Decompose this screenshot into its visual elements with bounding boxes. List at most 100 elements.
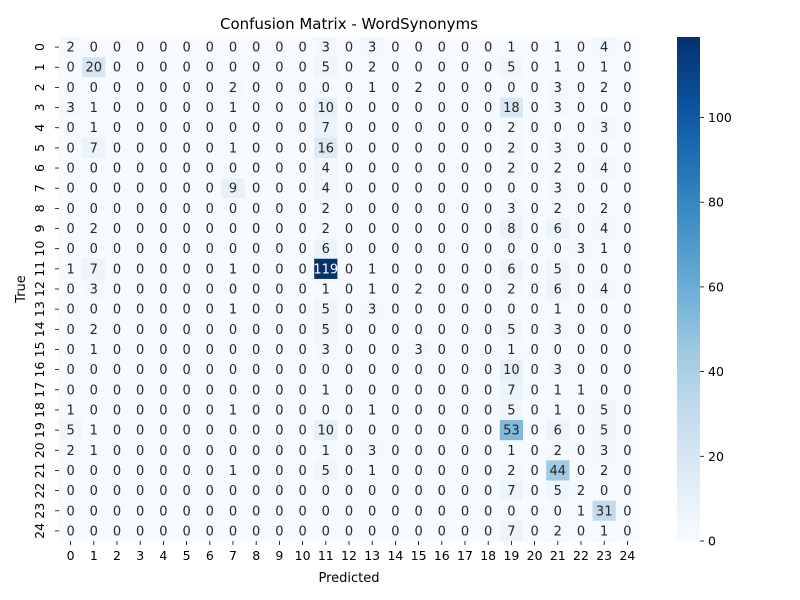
heatmap-cell-6-10 — [291, 157, 315, 179]
heatmap-cell-2-11 — [314, 77, 338, 98]
cell-label-10-22: 3 — [577, 242, 585, 257]
cell-label-17-13: 0 — [368, 383, 376, 398]
cell-label-18-4: 0 — [159, 403, 167, 418]
heatmap-cell-19-7 — [221, 420, 245, 441]
cell-label-8-23: 2 — [600, 202, 608, 217]
heatmap-cell-22-2 — [105, 480, 129, 502]
heatmap-cell-5-2 — [105, 137, 129, 159]
heatmap-cell-18-8 — [244, 399, 269, 421]
heatmap-cell-1-22 — [569, 57, 593, 78]
heatmap-cell-14-0 — [59, 319, 83, 340]
heatmap-cell-24-5 — [175, 520, 199, 542]
cell-label-6-8: 0 — [252, 162, 260, 177]
heatmap-cell-10-3 — [128, 238, 153, 260]
heatmap-cell-14-8 — [244, 319, 269, 340]
cell-label-18-0: 1 — [66, 403, 74, 418]
cell-label-9-7: 0 — [229, 222, 237, 237]
heatmap-cell-21-23 — [592, 460, 617, 481]
heatmap-cell-11-21 — [546, 258, 570, 280]
y-tick-label-13: 13 — [32, 301, 47, 317]
cell-label-16-17: 0 — [461, 363, 469, 378]
cell-label-23-20: 0 — [530, 504, 538, 519]
cell-label-4-20: 0 — [530, 121, 538, 136]
heatmap-cell-6-19 — [499, 157, 524, 179]
cell-label-5-0: 0 — [66, 141, 74, 156]
heatmap-cell-8-11 — [314, 198, 338, 219]
heatmap-cell-7-11 — [314, 178, 338, 199]
heatmap-cell-16-24 — [615, 359, 640, 381]
cell-label-23-9: 0 — [275, 504, 283, 519]
cell-label-23-17: 0 — [461, 504, 469, 519]
cell-label-11-23: 0 — [600, 262, 608, 277]
heatmap-cell-11-23 — [592, 258, 617, 280]
heatmap-cell-15-2 — [105, 339, 129, 360]
cell-label-15-12: 0 — [345, 343, 353, 358]
cell-label-20-2: 0 — [113, 444, 121, 459]
heatmap-cell-3-18 — [476, 97, 501, 119]
heatmap-cell-21-10 — [291, 460, 315, 481]
cell-label-24-10: 0 — [298, 524, 306, 539]
heatmap-cell-12-14 — [383, 278, 408, 300]
heatmap-cell-21-7 — [221, 460, 245, 481]
cell-label-19-10: 0 — [298, 424, 306, 439]
cell-label-20-20: 0 — [530, 444, 538, 459]
colorbar-ticks: 0 20 40 60 80 100 — [700, 110, 732, 549]
x-tick-label-19: 19 — [503, 548, 519, 563]
cell-label-18-15: 0 — [414, 403, 422, 418]
heatmap-cell-11-3 — [128, 258, 153, 280]
heatmap-cell-6-4 — [151, 157, 176, 179]
cell-label-14-13: 0 — [368, 323, 376, 338]
x-tick-label-15: 15 — [411, 548, 427, 563]
cell-label-0-3: 0 — [136, 41, 144, 56]
cell-label-9-2: 0 — [113, 222, 121, 237]
cell-label-11-10: 0 — [298, 262, 306, 277]
heatmap-cell-8-10 — [291, 198, 315, 219]
cell-label-14-22: 0 — [577, 323, 585, 338]
x-tick-label-7: 7 — [229, 548, 237, 563]
cell-label-18-1: 0 — [90, 403, 98, 418]
cell-label-1-12: 0 — [345, 61, 353, 76]
heatmap-cell-21-20 — [523, 460, 547, 481]
heatmap-cell-19-11 — [314, 420, 338, 441]
heatmap-cell-20-2 — [105, 440, 129, 461]
heatmap-cell-19-16 — [430, 420, 454, 441]
cell-label-6-18: 0 — [484, 162, 492, 177]
heatmap-cell-13-4 — [151, 299, 176, 320]
heatmap-cell-8-23 — [592, 198, 617, 219]
heatmap-cell-2-13 — [360, 77, 385, 98]
heatmap-cell-22-14 — [383, 480, 408, 502]
heatmap-cell-14-13 — [360, 319, 385, 340]
cell-label-13-11: 5 — [322, 303, 330, 318]
cell-label-18-24: 0 — [623, 403, 631, 418]
heatmap-cell-5-20 — [523, 137, 547, 159]
cell-label-4-15: 0 — [414, 121, 422, 136]
cell-label-15-19: 1 — [507, 343, 515, 358]
cell-label-23-4: 0 — [159, 504, 167, 519]
heatmap-cell-21-3 — [128, 460, 153, 481]
heatmap-cell-3-3 — [128, 97, 153, 119]
cell-label-24-11: 0 — [322, 524, 330, 539]
heatmap-cell-14-18 — [476, 319, 501, 340]
cell-label-10-23: 1 — [600, 242, 608, 257]
heatmap-cell-labels: 2 0 0 0 0 0 0 0 0 0 0 3 0 3 0 0 0 0 0 1 0 1 0 4 00 20 0 0 0 0 0 0 0 0 0 5 0 2… — [66, 41, 631, 540]
heatmap-cell-19-22 — [569, 420, 593, 441]
cell-label-5-22: 0 — [577, 141, 585, 156]
heatmap-cell-0-24 — [615, 37, 640, 58]
heatmap-cell-21-13 — [360, 460, 385, 481]
cell-label-9-6: 0 — [206, 222, 214, 237]
cell-label-16-24: 0 — [623, 363, 631, 378]
heatmap-cell-2-18 — [476, 77, 501, 98]
heatmap-cell-24-8 — [244, 520, 269, 542]
cell-label-1-4: 0 — [159, 61, 167, 76]
cell-label-21-3: 0 — [136, 464, 144, 479]
heatmap-cell-15-1 — [82, 339, 106, 360]
heatmap-cell-14-7 — [221, 319, 245, 340]
cell-label-11-21: 5 — [554, 262, 562, 277]
cell-label-9-24: 0 — [623, 222, 631, 237]
heatmap-cell-10-16 — [430, 238, 454, 260]
heatmap-cell-18-21 — [546, 399, 570, 421]
cell-label-4-13: 0 — [368, 121, 376, 136]
cell-label-11-13: 1 — [368, 262, 376, 277]
cell-label-3-7: 1 — [229, 101, 237, 116]
cell-label-2-8: 0 — [252, 81, 260, 96]
